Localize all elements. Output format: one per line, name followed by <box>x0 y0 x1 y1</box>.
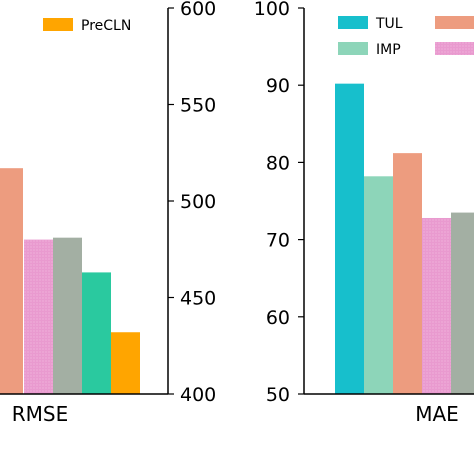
y-tick-label: 70 <box>266 230 290 252</box>
bar <box>393 153 422 394</box>
bar <box>24 239 53 394</box>
x-axis-label: MAE <box>415 402 459 426</box>
y-tick-label: 450 <box>180 288 216 310</box>
legend-swatch <box>338 16 368 29</box>
y-tick-label: 90 <box>266 75 290 97</box>
legend-swatch <box>338 42 368 55</box>
legend-swatch <box>435 42 474 55</box>
bar <box>53 237 82 394</box>
bar <box>364 176 393 394</box>
y-tick-label: 400 <box>180 384 216 406</box>
legend-swatch <box>43 18 73 31</box>
legend-label: TUL <box>375 16 403 32</box>
y-tick-label: 500 <box>180 191 216 213</box>
bar <box>335 83 364 394</box>
y-tick-label: 50 <box>266 384 290 406</box>
y-tick-label: 550 <box>180 95 216 117</box>
bar <box>451 212 474 394</box>
y-tick-label: 100 <box>254 0 290 20</box>
chart-panel-right: 50 60 70 80 90 100 MAE TUL IMP <box>254 0 474 426</box>
chart-panel-left: 400450500550600RMSEOPPreCLN <box>0 0 216 426</box>
bar <box>111 332 140 394</box>
y-tick-label: 80 <box>266 152 290 174</box>
bar <box>422 217 451 394</box>
legend-swatch <box>435 16 474 29</box>
bar <box>82 272 111 394</box>
legend-label: IMP <box>376 42 401 58</box>
bar <box>0 168 23 394</box>
legend-label: PreCLN <box>81 18 131 34</box>
y-tick-label: 60 <box>266 307 290 329</box>
y-tick-label: 600 <box>180 0 216 20</box>
x-axis-label: RMSE <box>12 402 68 426</box>
